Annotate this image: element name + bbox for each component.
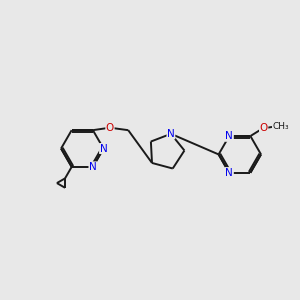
Text: N: N [225, 168, 233, 178]
Text: N: N [225, 131, 233, 141]
Text: N: N [100, 143, 107, 154]
Text: N: N [225, 131, 233, 141]
Text: N: N [225, 168, 233, 178]
Text: N: N [167, 129, 175, 139]
Text: O: O [260, 123, 268, 133]
Text: N: N [89, 162, 97, 172]
Text: O: O [106, 123, 114, 133]
Text: CH₃: CH₃ [272, 122, 289, 131]
